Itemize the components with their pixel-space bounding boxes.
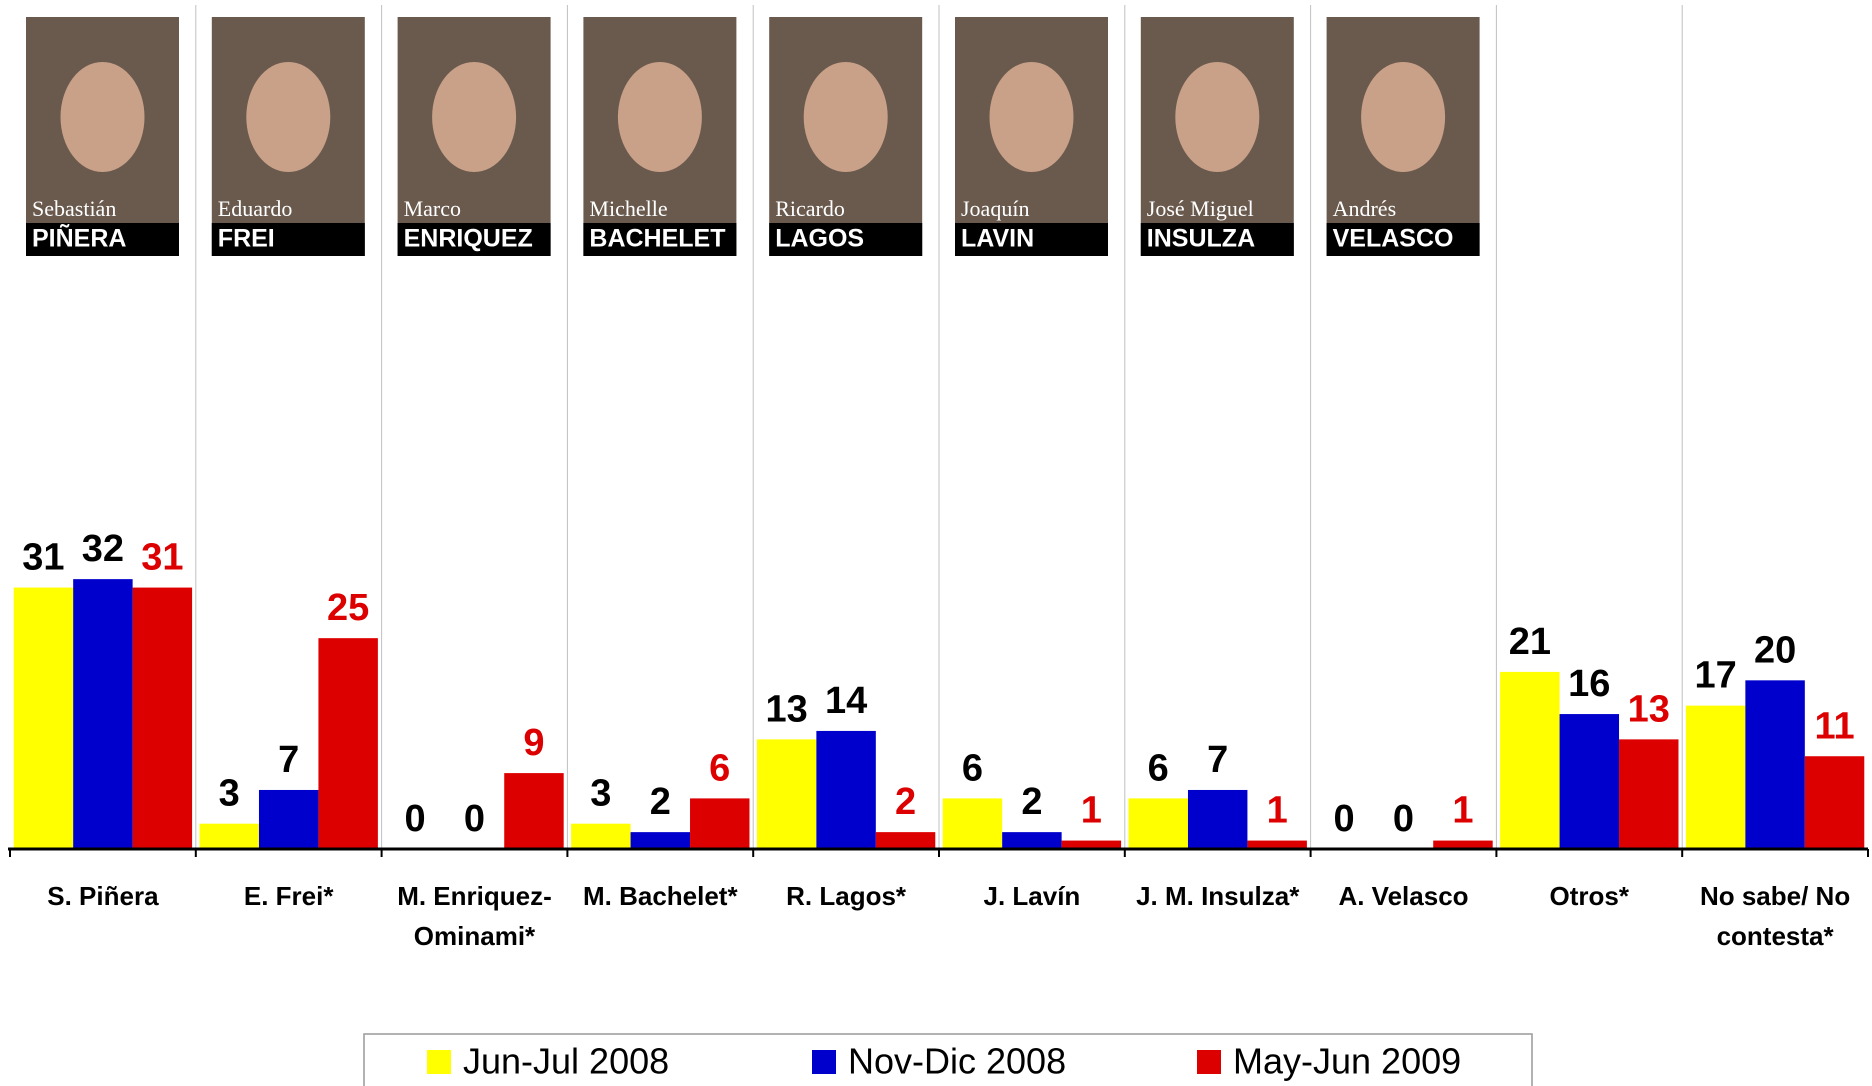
photo-first-name: Marco — [404, 196, 461, 221]
x-tick-label: Otros* — [1506, 876, 1672, 916]
bar — [690, 798, 749, 849]
data-label: 31 — [22, 537, 64, 579]
bar — [571, 824, 630, 849]
x-tick-label: M. Enriquez-Ominami* — [392, 876, 558, 956]
bar — [816, 731, 875, 849]
bar — [200, 824, 259, 849]
data-label: 9 — [523, 722, 544, 764]
legend-swatch — [427, 1050, 451, 1074]
photo-first-name: Eduardo — [218, 196, 293, 221]
legend-label: Jun-Jul 2008 — [463, 1041, 669, 1082]
x-tick-label: J. Lavín — [949, 876, 1115, 916]
data-label: 0 — [464, 798, 485, 840]
bar — [1188, 790, 1247, 849]
bar — [318, 638, 377, 849]
photo-last-name: LAGOS — [775, 225, 864, 253]
data-label: 7 — [1207, 739, 1228, 781]
data-label: 17 — [1695, 655, 1737, 697]
data-label: 6 — [1148, 747, 1169, 789]
photo-first-name: Michelle — [589, 196, 667, 221]
bar — [133, 588, 192, 849]
bar — [14, 588, 73, 849]
chart: SebastiánPIÑERA Eduardo FREI Marco ENRIQUEZ M… — [0, 0, 1872, 1086]
photo-face — [618, 62, 702, 172]
photo-first-name: Andrés — [1333, 196, 1397, 221]
photo-face — [804, 62, 888, 172]
data-label: 16 — [1568, 663, 1610, 705]
data-label: 2 — [1021, 781, 1042, 823]
data-label: 0 — [404, 798, 425, 840]
photo-first-name: José Miguel — [1147, 196, 1254, 221]
data-label: 7 — [278, 739, 299, 781]
data-label: 13 — [1628, 688, 1670, 730]
photo-face — [990, 62, 1074, 172]
bar — [1500, 672, 1559, 849]
data-label: 0 — [1393, 798, 1414, 840]
data-label: 1 — [1452, 790, 1473, 832]
data-label: 2 — [895, 781, 916, 823]
data-label: 6 — [962, 747, 983, 789]
bar — [757, 739, 816, 849]
photo-first-name: Sebastián — [32, 196, 116, 221]
bar — [943, 798, 1002, 849]
data-label: 14 — [825, 680, 867, 722]
data-label: 21 — [1509, 621, 1551, 663]
data-label: 25 — [327, 587, 369, 629]
bar — [1002, 832, 1061, 849]
photo-face — [432, 62, 516, 172]
data-label: 0 — [1333, 798, 1354, 840]
photo-face — [1361, 62, 1445, 172]
photo-face — [246, 62, 330, 172]
bar — [73, 579, 132, 849]
data-label: 1 — [1081, 790, 1102, 832]
photo-face — [61, 62, 145, 172]
data-label: 31 — [141, 537, 183, 579]
x-tick-label: J. M. Insulza* — [1135, 876, 1301, 916]
data-label: 13 — [766, 688, 808, 730]
data-label: 2 — [650, 781, 671, 823]
x-tick-label: E. Frei* — [206, 876, 372, 916]
bar — [1805, 756, 1864, 849]
data-label: 3 — [219, 773, 240, 815]
page: SebastiánPIÑERA Eduardo FREI Marco ENRIQUEZ M… — [0, 0, 1872, 1086]
x-tick-label: A. Velasco — [1321, 876, 1487, 916]
photo-last-name: FREI — [218, 225, 275, 253]
photo-last-name: BACHELET — [589, 225, 725, 253]
bar — [876, 832, 935, 849]
photo-last-name: PIÑERA — [32, 223, 126, 253]
data-label: 11 — [1814, 705, 1854, 747]
legend-label: Nov-Dic 2008 — [848, 1041, 1066, 1082]
photo-first-name: Joaquín — [961, 196, 1029, 221]
bar — [1619, 739, 1678, 849]
data-label: 6 — [709, 747, 730, 789]
photo-face — [1175, 62, 1259, 172]
bar — [259, 790, 318, 849]
photo-last-name: INSULZA — [1147, 225, 1255, 253]
data-label: 3 — [590, 773, 611, 815]
photo-last-name: VELASCO — [1333, 225, 1454, 253]
data-label: 20 — [1754, 629, 1796, 671]
bar — [1745, 680, 1804, 849]
bar — [1560, 714, 1619, 849]
x-tick-label: S. Piñera — [20, 876, 186, 916]
data-label: 32 — [82, 528, 124, 570]
legend-label: May-Jun 2009 — [1233, 1041, 1461, 1082]
photo-last-name: ENRIQUEZ — [404, 225, 533, 253]
photo-last-name: LAVIN — [961, 225, 1034, 253]
x-tick-label: M. Bachelet* — [577, 876, 743, 916]
x-tick-label: No sabe/ No contesta* — [1692, 876, 1858, 956]
data-label: 1 — [1267, 790, 1288, 832]
bar — [504, 773, 563, 849]
legend-swatch — [812, 1050, 836, 1074]
x-tick-label: R. Lagos* — [763, 876, 929, 916]
photo-first-name: Ricardo — [775, 196, 845, 221]
bar — [1686, 706, 1745, 849]
legend-swatch — [1197, 1050, 1221, 1074]
bar — [631, 832, 690, 849]
bar — [1129, 798, 1188, 849]
